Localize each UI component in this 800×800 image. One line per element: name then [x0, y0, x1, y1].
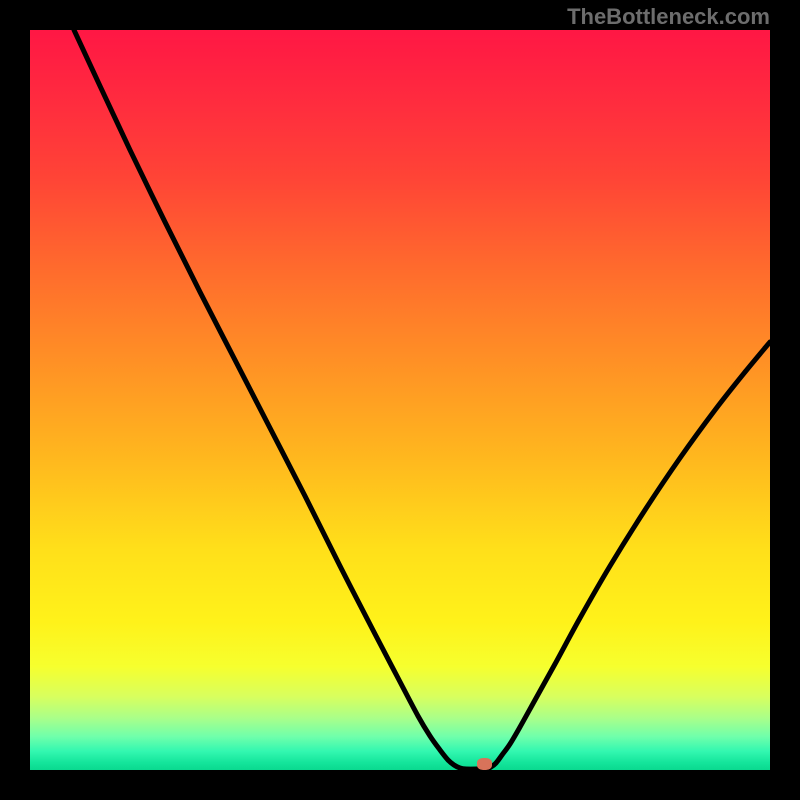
- plot-area: [30, 30, 770, 770]
- bottleneck-curve: [30, 30, 770, 770]
- chart-frame: TheBottleneck.com: [0, 0, 800, 800]
- watermark-text: TheBottleneck.com: [567, 4, 770, 30]
- optimum-marker: [477, 758, 492, 770]
